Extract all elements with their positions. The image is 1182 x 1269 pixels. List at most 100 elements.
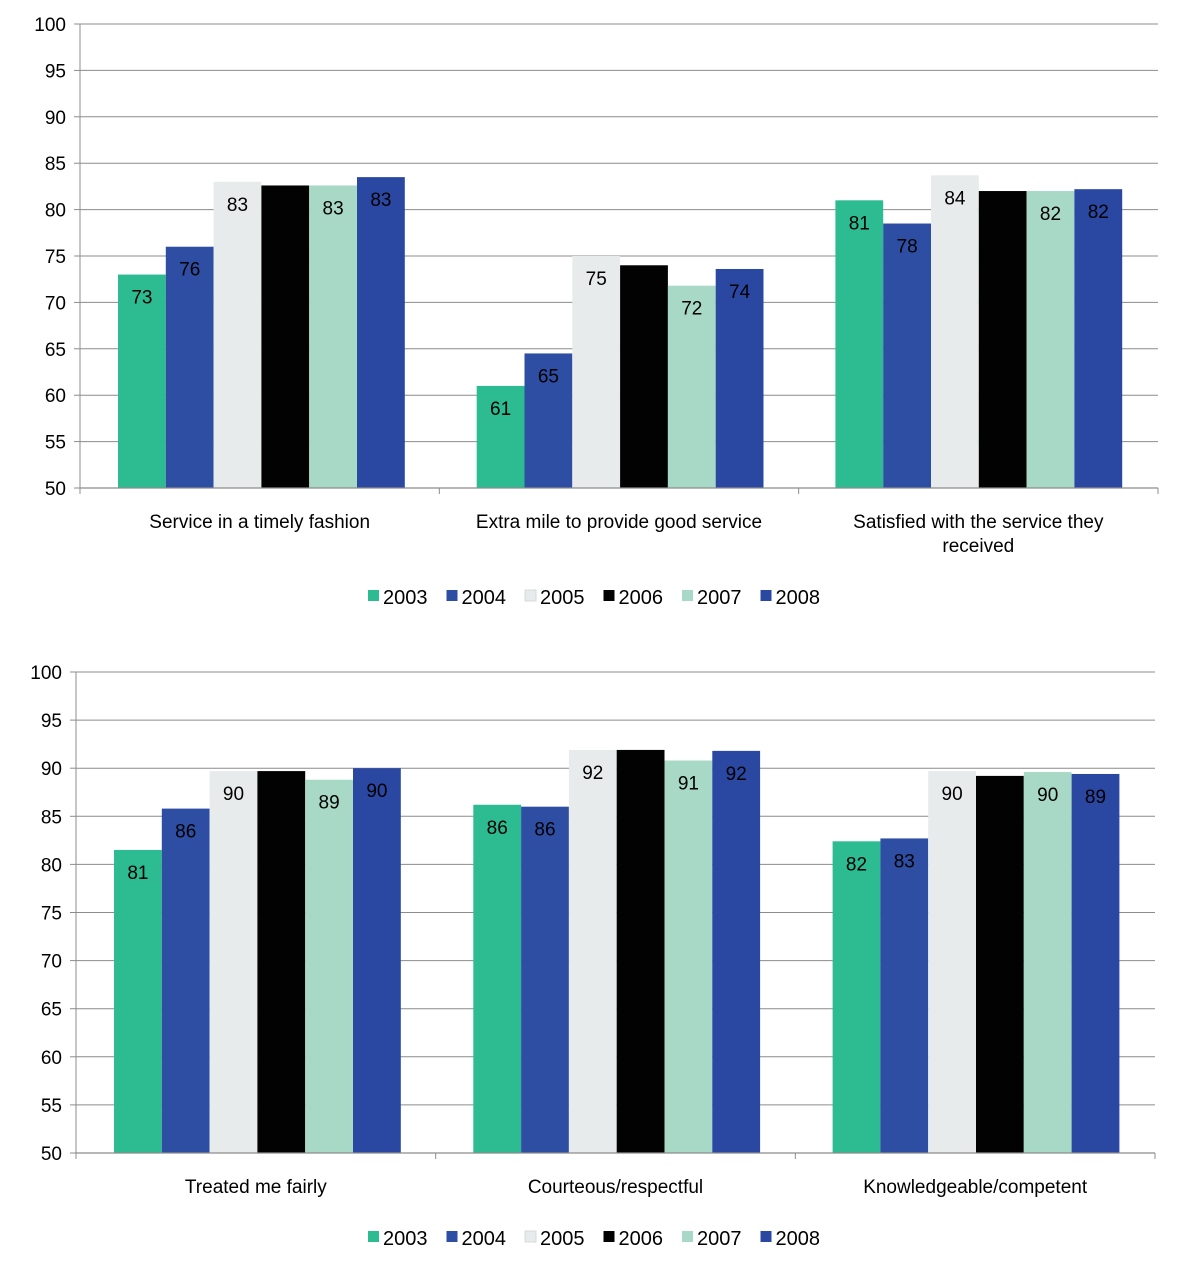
bar-2006-3 bbox=[978, 191, 1027, 489]
legend-swatch-2007 bbox=[682, 1231, 693, 1242]
legend-swatch-2003 bbox=[368, 1231, 379, 1242]
y-tick-label: 65 bbox=[45, 340, 66, 361]
bar-2007-1 bbox=[309, 185, 357, 489]
legend-label: 2004 bbox=[462, 587, 507, 609]
x-category-label: Extra mile to provide good service bbox=[476, 512, 762, 533]
bar-2006-3 bbox=[976, 775, 1024, 1153]
y-tick-label: 75 bbox=[41, 904, 62, 925]
legend-swatch-2004 bbox=[446, 590, 458, 601]
data-label: 61 bbox=[490, 399, 511, 420]
y-tick-label: 50 bbox=[41, 1144, 62, 1165]
x-category-label: Courteous/respectful bbox=[528, 1177, 703, 1198]
chart-bottom: 50 55 60 65 70 75 80 85 90 95 100 81 86 82 86 86 83 90 92 9… bbox=[30, 663, 1156, 1250]
x-category-label: Treated me fairly bbox=[185, 1177, 327, 1198]
legend-swatch-2008 bbox=[760, 590, 772, 601]
y-tick-label: 80 bbox=[41, 855, 62, 876]
data-label: 92 bbox=[582, 763, 603, 784]
data-label: 92 bbox=[726, 764, 747, 785]
data-label: 83 bbox=[894, 851, 915, 872]
data-label: 65 bbox=[538, 366, 559, 387]
data-label: 89 bbox=[1085, 787, 1106, 808]
bar-2006-1 bbox=[261, 185, 310, 489]
data-label: 84 bbox=[944, 188, 966, 209]
y-tick-label: 95 bbox=[41, 711, 62, 732]
bar-2008-3 bbox=[1071, 773, 1120, 1153]
bar-2005-1 bbox=[213, 181, 262, 488]
y-tick-label: 55 bbox=[41, 1096, 62, 1117]
bar-2008-3 bbox=[1074, 189, 1123, 488]
bar-2005-3 bbox=[931, 175, 979, 489]
bar-2007-2 bbox=[664, 760, 713, 1153]
x-category-label: Service in a timely fashion bbox=[149, 512, 370, 533]
legend-label: 2006 bbox=[619, 1228, 664, 1250]
bar-2004-3 bbox=[883, 223, 931, 488]
data-label: 86 bbox=[175, 822, 196, 843]
data-label: 81 bbox=[849, 213, 870, 234]
bar-2006-1 bbox=[257, 771, 306, 1153]
data-label: 90 bbox=[1037, 785, 1058, 806]
data-label: 90 bbox=[366, 781, 387, 802]
legend-label: 2008 bbox=[776, 587, 821, 609]
bar-2008-2 bbox=[712, 750, 761, 1153]
data-label: 78 bbox=[897, 237, 918, 258]
bar-2007-3 bbox=[1023, 772, 1072, 1153]
data-label: 76 bbox=[179, 260, 200, 281]
data-label: 83 bbox=[370, 190, 391, 211]
bar-2004-2 bbox=[521, 806, 569, 1153]
y-tick-label: 85 bbox=[45, 154, 66, 175]
y-tick-label: 85 bbox=[41, 807, 62, 828]
bar-2003-2 bbox=[476, 385, 525, 488]
bar-2004-2 bbox=[524, 353, 573, 488]
legend-label: 2003 bbox=[383, 1228, 428, 1250]
data-label: 73 bbox=[131, 288, 152, 309]
x-category-label: received bbox=[942, 536, 1014, 557]
legend-swatch-2004 bbox=[446, 1231, 458, 1242]
legend-label: 2007 bbox=[697, 587, 742, 609]
data-label: 81 bbox=[127, 863, 148, 884]
y-tick-label: 100 bbox=[30, 663, 62, 684]
data-label: 82 bbox=[846, 854, 867, 875]
data-label: 83 bbox=[323, 198, 344, 219]
bar-2003-3 bbox=[835, 200, 884, 488]
data-label: 82 bbox=[1088, 202, 1109, 223]
bar-2007-3 bbox=[1026, 191, 1075, 489]
bar-2005-2 bbox=[568, 749, 617, 1153]
bar-2003-1 bbox=[118, 274, 166, 488]
legend-label: 2005 bbox=[540, 587, 585, 609]
bar-2008-1 bbox=[353, 768, 401, 1153]
data-label: 86 bbox=[534, 820, 555, 841]
y-tick-label: 90 bbox=[45, 108, 66, 129]
y-tick-label: 100 bbox=[34, 15, 66, 36]
data-label: 91 bbox=[678, 774, 699, 795]
y-tick-label: 60 bbox=[45, 386, 66, 407]
y-tick-label: 70 bbox=[45, 293, 66, 314]
bar-2007-2 bbox=[667, 285, 716, 488]
data-label: 90 bbox=[223, 784, 244, 805]
x-category-label: Knowledgeable/competent bbox=[863, 1177, 1088, 1198]
bar-2004-1 bbox=[165, 246, 214, 488]
bar-2005-3 bbox=[928, 771, 976, 1153]
bar-2006-2 bbox=[616, 749, 665, 1153]
bar-2007-1 bbox=[305, 779, 353, 1153]
legend-label: 2005 bbox=[540, 1228, 585, 1250]
bar-2008-2 bbox=[715, 268, 764, 488]
bar-2004-3 bbox=[880, 838, 929, 1153]
data-label: 86 bbox=[487, 818, 508, 839]
data-label: 75 bbox=[586, 269, 607, 290]
data-label: 83 bbox=[227, 195, 248, 216]
data-label: 74 bbox=[729, 282, 751, 303]
legend-swatch-2006 bbox=[603, 1231, 615, 1242]
x-category-label: Satisfied with the service they bbox=[853, 512, 1104, 533]
legend-swatch-2005 bbox=[524, 1230, 537, 1243]
bar-2006-2 bbox=[620, 265, 668, 488]
legend-label: 2007 bbox=[697, 1228, 742, 1250]
y-tick-label: 70 bbox=[41, 952, 62, 973]
bar-2005-1 bbox=[209, 771, 258, 1153]
bar-2005-2 bbox=[572, 256, 621, 488]
chart-top: 50 55 60 65 70 75 80 85 90 95 100 73 61 81 76 65 78 83 75 8… bbox=[34, 15, 1159, 609]
bar-2004-1 bbox=[161, 808, 210, 1153]
legend-label: 2006 bbox=[619, 587, 664, 609]
y-tick-label: 95 bbox=[45, 61, 66, 82]
bar-2008-1 bbox=[357, 177, 405, 488]
y-tick-label: 60 bbox=[41, 1048, 62, 1069]
